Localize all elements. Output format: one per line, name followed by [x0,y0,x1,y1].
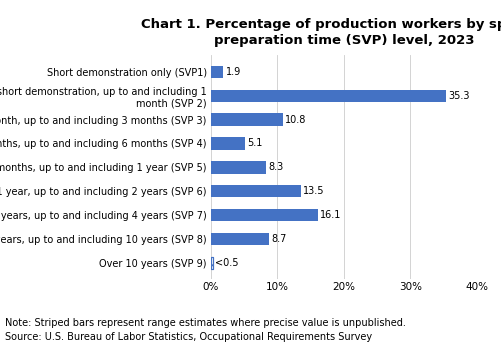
Text: 8.7: 8.7 [271,234,286,244]
Bar [210,114,282,126]
Bar [210,66,223,78]
Text: 10.8: 10.8 [285,115,306,125]
Bar [210,137,244,150]
Text: Note: Striped bars represent range estimates where precise value is unpublished.: Note: Striped bars represent range estim… [5,318,405,342]
Text: 8.3: 8.3 [268,162,283,172]
Bar [210,185,300,197]
Bar [210,161,266,174]
Bar [210,90,445,102]
Bar [210,257,212,269]
Bar [210,209,317,221]
Bar [210,257,212,269]
Text: <0.5: <0.5 [215,258,238,268]
Title: Chart 1. Percentage of production workers by specific
preparation time (SVP) lev: Chart 1. Percentage of production worker… [141,18,501,47]
Text: 35.3: 35.3 [447,91,468,101]
Text: 13.5: 13.5 [303,186,324,196]
Bar [210,233,268,245]
Text: 5.1: 5.1 [246,138,262,148]
Text: 1.9: 1.9 [225,67,240,77]
Text: 16.1: 16.1 [320,210,341,220]
